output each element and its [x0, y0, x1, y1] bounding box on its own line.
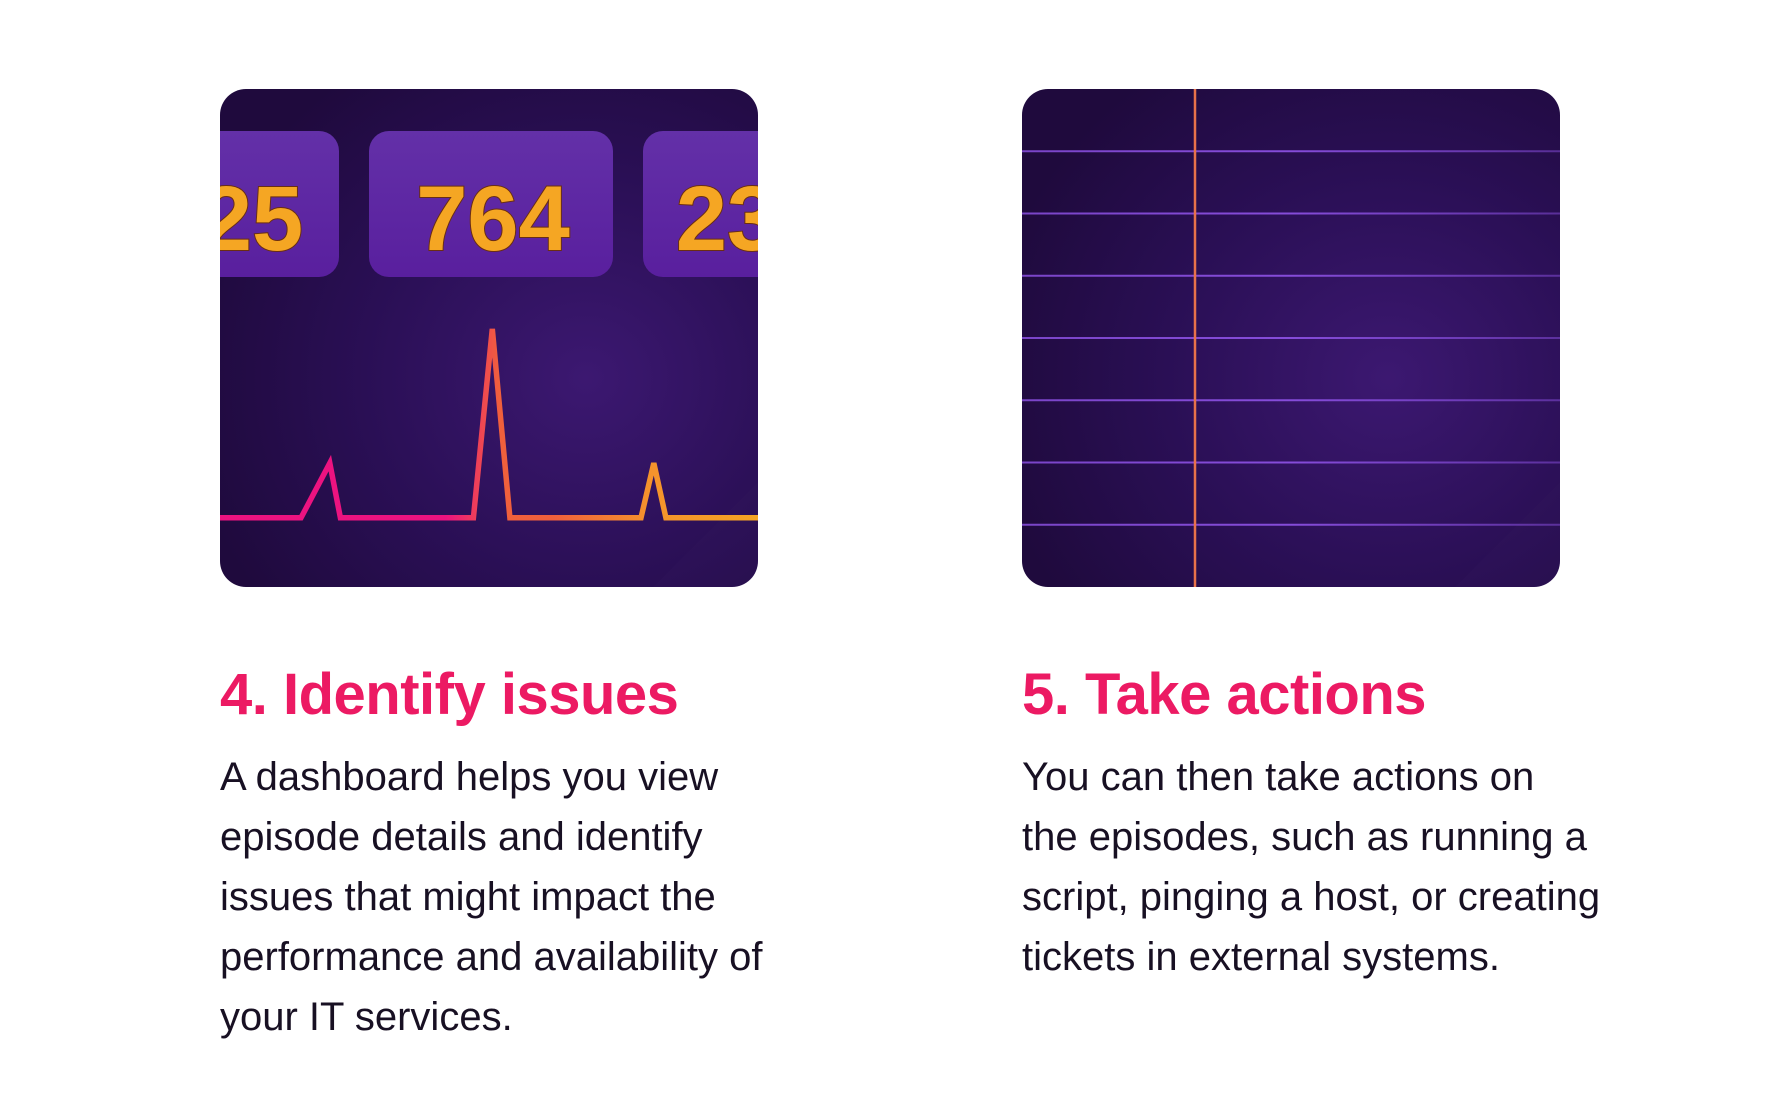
svg-text:764: 764	[416, 168, 570, 270]
svg-text:25: 25	[220, 168, 303, 270]
svg-text:23: 23	[676, 168, 758, 270]
